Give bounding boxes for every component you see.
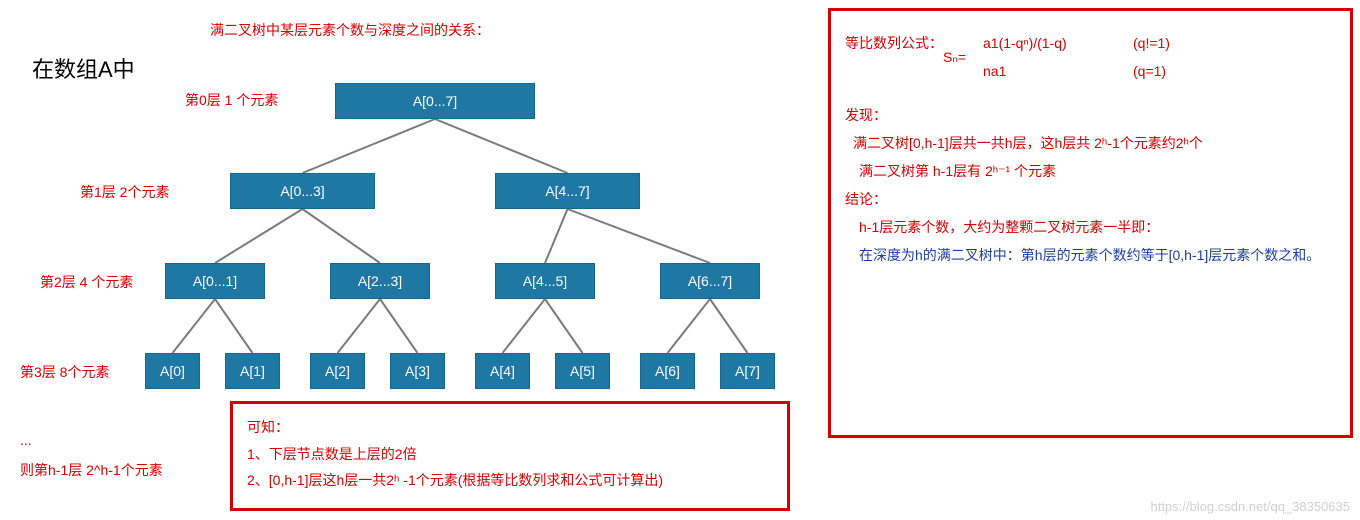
findings-label: 发现： (845, 101, 1336, 129)
note-line-2: 2、[0,h-1]层这h层一共2ʰ -1个元素(根据等比数列求和公式可计算出) (247, 467, 773, 494)
formula-label: 等比数列公式： (845, 29, 943, 57)
tree-node: A[7] (720, 353, 775, 389)
tree-node: A[1] (225, 353, 280, 389)
row-label-2: 第2层 4 个元素 (40, 272, 133, 292)
tree-node: A[5] (555, 353, 610, 389)
tree-node: A[0...3] (230, 173, 375, 209)
binary-tree-diagram: A[0...7] A[0...3] A[4...7] A[0...1] A[2...3]… (135, 65, 795, 395)
ellipsis: ... (20, 432, 32, 448)
tree-node: A[0] (145, 353, 200, 389)
tree-node: A[2...3] (330, 263, 430, 299)
tree-node: A[0...7] (335, 83, 535, 119)
tree-node: A[4...5] (495, 263, 595, 299)
sn-case2-expr: na1 (983, 57, 1133, 85)
sn-symbol: Sₙ= (943, 29, 983, 71)
sn-case-1: a1(1-qⁿ)/(1-q) (q!=1) (983, 29, 1213, 57)
note-box: 可知： 1、下层节点数是上层的2倍 2、[0,h-1]层这h层一共2ʰ -1个元… (230, 401, 790, 511)
formula-row: 等比数列公式： Sₙ= a1(1-qⁿ)/(1-q) (q!=1) na1 (q… (845, 29, 1336, 85)
array-title: 在数组A中 (32, 52, 135, 84)
sn-case1-expr: a1(1-qⁿ)/(1-q) (983, 29, 1133, 57)
tree-node: A[4] (475, 353, 530, 389)
last-row-label: 则第h-1层 2^h-1个元素 (20, 460, 163, 480)
diagram-header: 满二叉树中某层元素个数与深度之间的关系： (210, 20, 490, 40)
finding-2: 满二叉树第 h-1层有 2ʰ⁻¹ 个元素 (845, 157, 1336, 185)
conclusion-1: h-1层元素个数，大约为整颗二叉树元素一半即： (845, 213, 1336, 241)
conclusion-label: 结论： (845, 185, 1336, 213)
tree-node: A[3] (390, 353, 445, 389)
tree-node: A[2] (310, 353, 365, 389)
note-line-1: 1、下层节点数是上层的2倍 (247, 441, 773, 468)
row-label-3: 第3层 8个元素 (20, 362, 109, 382)
note-title: 可知： (247, 414, 773, 441)
sn-cases: a1(1-qⁿ)/(1-q) (q!=1) na1 (q=1) (983, 29, 1213, 85)
conclusion-2: 在深度为h的满二叉树中：第h层的元素个数约等于[0,h-1]层元素个数之和。 (845, 241, 1336, 269)
sn-case-2: na1 (q=1) (983, 57, 1213, 85)
tree-node: A[6] (640, 353, 695, 389)
watermark: https://blog.csdn.net/qq_38350635 (1151, 499, 1351, 514)
tree-node: A[0...1] (165, 263, 265, 299)
sn-case1-cond: (q!=1) (1133, 29, 1213, 57)
right-panel: 等比数列公式： Sₙ= a1(1-qⁿ)/(1-q) (q!=1) na1 (q… (828, 8, 1353, 438)
sn-case2-cond: (q=1) (1133, 57, 1213, 85)
finding-1: 满二叉树[0,h-1]层共一共h层，这h层共 2ʰ-1个元素约2ʰ个 (845, 129, 1336, 157)
left-panel: 在数组A中 满二叉树中某层元素个数与深度之间的关系： 第0层 1 个元素 第1层… (0, 0, 820, 520)
tree-node: A[4...7] (495, 173, 640, 209)
tree-node: A[6...7] (660, 263, 760, 299)
